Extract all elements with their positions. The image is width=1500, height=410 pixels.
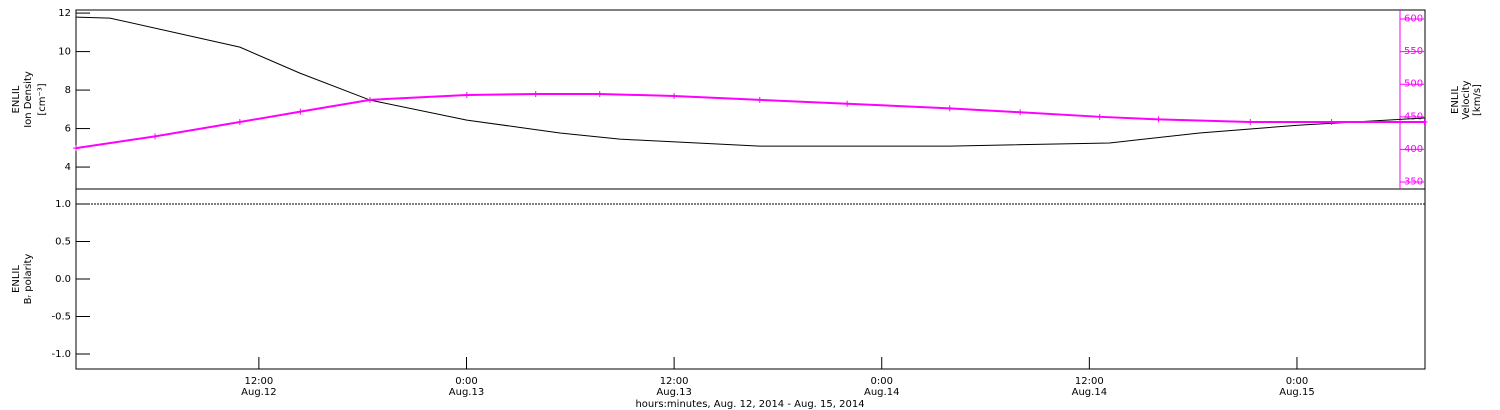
y2-axis-label: [km/s] bbox=[1472, 84, 1483, 116]
series-marker bbox=[1247, 119, 1254, 126]
y-axis-label: Bᵣ polarity bbox=[23, 254, 34, 305]
series-marker bbox=[463, 91, 470, 98]
series-marker bbox=[297, 108, 304, 115]
y-tick-label: -0.5 bbox=[51, 312, 71, 323]
y2-tick-label: 550 bbox=[1404, 46, 1423, 57]
x-axis-label: hours:minutes, Aug. 12, 2014 - Aug. 15, … bbox=[635, 399, 864, 410]
x-tick-label: 12:00 Aug.14 bbox=[1072, 376, 1107, 398]
y2-tick-label: 500 bbox=[1404, 79, 1423, 90]
series-marker bbox=[1155, 116, 1162, 123]
y2-tick-label: 350 bbox=[1404, 177, 1423, 188]
y2-tick-label: 400 bbox=[1404, 144, 1423, 155]
series-marker bbox=[1017, 109, 1024, 116]
y-tick-label: 0.0 bbox=[55, 274, 71, 285]
x-tick-label: 0:00 Aug.15 bbox=[1279, 376, 1314, 398]
y-tick-label: 12 bbox=[58, 8, 71, 19]
y-axis-label: ENLIL bbox=[11, 85, 22, 113]
series-marker bbox=[1328, 119, 1335, 126]
y-axis-label: Ion Density bbox=[23, 71, 34, 128]
y-tick-label: 8 bbox=[65, 85, 71, 96]
series-marker bbox=[1421, 119, 1428, 126]
series-line bbox=[75, 92, 1425, 150]
y-tick-label: 6 bbox=[65, 124, 71, 135]
y-tick-label: 10 bbox=[58, 47, 71, 58]
series-marker bbox=[756, 96, 763, 103]
series-marker bbox=[152, 133, 159, 140]
series-marker bbox=[532, 90, 539, 97]
x-tick-label: 0:00 Aug.13 bbox=[449, 376, 484, 398]
y-tick-label: 0.5 bbox=[55, 237, 71, 248]
y-axis-label: ENLIL bbox=[11, 265, 22, 293]
series-marker bbox=[366, 96, 373, 103]
x-tick-label: 12:00 Aug.13 bbox=[656, 376, 691, 398]
series-marker bbox=[844, 100, 851, 107]
bottom-panel-frame bbox=[75, 188, 1426, 370]
y2-axis-label: Velocity bbox=[1461, 80, 1472, 119]
y2-tick-label: 600 bbox=[1404, 13, 1423, 24]
x-tick-label: 12:00 Aug.12 bbox=[241, 376, 276, 398]
series-marker bbox=[73, 145, 79, 152]
y-tick-label: 1.0 bbox=[55, 199, 71, 210]
y-tick-label: 4 bbox=[65, 162, 71, 173]
y2-tick-label: 450 bbox=[1404, 111, 1423, 122]
series-marker bbox=[671, 92, 678, 99]
x-tick-label: 0:00 Aug.14 bbox=[864, 376, 899, 398]
y-axis-label: [cm⁻³] bbox=[37, 83, 48, 115]
series-marker bbox=[236, 119, 243, 126]
series-marker bbox=[1096, 113, 1103, 120]
y-tick-label: -1.0 bbox=[51, 349, 71, 360]
series-marker bbox=[946, 105, 953, 112]
y2-axis-label: ENLIL bbox=[1450, 86, 1461, 114]
series-line bbox=[75, 16, 1425, 147]
series-marker bbox=[596, 90, 603, 97]
